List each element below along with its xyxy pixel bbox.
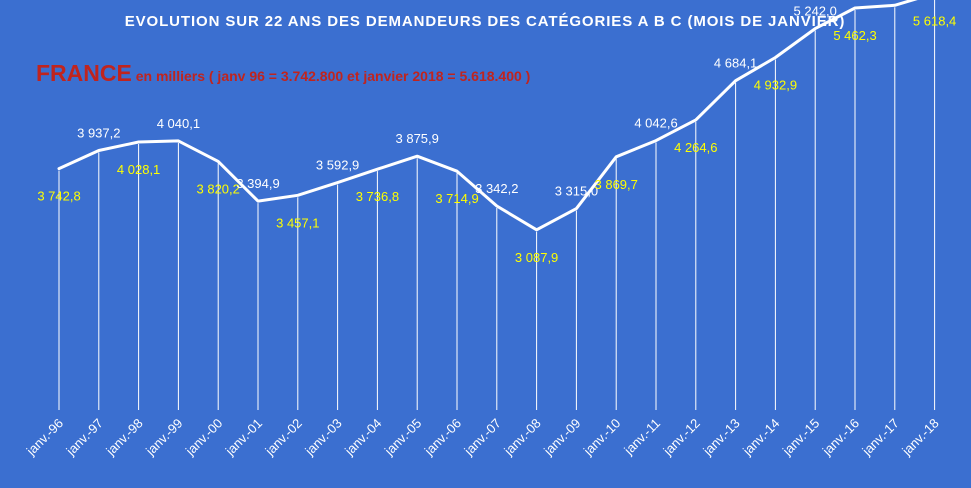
x-axis-ticks: janv.-96janv.-97janv.-98janv.-99janv.-00… — [23, 416, 942, 459]
x-tick-label: janv.-11 — [620, 416, 663, 459]
data-label: 3 342,2 — [475, 181, 518, 196]
x-tick-label: janv.-17 — [859, 416, 902, 459]
data-label: 3 394,9 — [236, 176, 279, 191]
data-label: 3 592,9 — [316, 158, 359, 173]
data-label: 3 457,1 — [276, 215, 319, 230]
data-label: 3 714,9 — [435, 191, 478, 206]
x-tick-label: janv.-02 — [262, 416, 305, 459]
x-tick-label: janv.-13 — [699, 416, 742, 459]
data-label: 5 618,4 — [913, 13, 956, 28]
data-label: 3 820,2 — [197, 181, 240, 196]
x-tick-label: janv.-18 — [898, 416, 941, 459]
x-tick-label: janv.-98 — [102, 416, 145, 459]
x-tick-label: janv.-05 — [381, 416, 424, 459]
x-tick-label: janv.-01 — [222, 416, 265, 459]
data-label: 4 684,1 — [714, 56, 757, 71]
x-tick-label: janv.-07 — [461, 416, 504, 459]
data-label: 4 932,9 — [754, 77, 797, 92]
data-label: 5 462,3 — [833, 28, 876, 43]
data-label: 3 315,0 — [555, 184, 598, 199]
data-label: 4 264,6 — [674, 140, 717, 155]
x-tick-label: janv.-08 — [500, 416, 543, 459]
data-label: 3 087,9 — [515, 250, 558, 265]
drop-lines — [58, 0, 936, 410]
x-tick-label: janv.-00 — [182, 416, 225, 459]
x-tick-label: janv.-04 — [341, 416, 384, 459]
x-tick-label: janv.-97 — [63, 416, 106, 459]
chart-subtitle: FRANCE en milliers ( janv 96 = 3.742.800… — [36, 60, 530, 86]
data-label: 3 937,2 — [77, 125, 120, 140]
x-tick-label: janv.-06 — [421, 416, 464, 459]
data-label: 3 742,8 — [37, 189, 80, 204]
x-tick-label: janv.-14 — [739, 416, 782, 459]
x-tick-label: janv.-12 — [660, 416, 703, 459]
x-tick-label: janv.-99 — [142, 416, 185, 459]
data-label: 3 875,9 — [396, 131, 439, 146]
x-tick-label: janv.-16 — [819, 416, 862, 459]
data-label: 4 040,1 — [157, 116, 200, 131]
x-tick-label: janv.-15 — [779, 416, 822, 459]
x-tick-label: janv.-96 — [23, 416, 66, 459]
data-label: 4 042,6 — [634, 116, 677, 131]
subtitle-details: en milliers ( janv 96 = 3.742.800 et jan… — [132, 68, 531, 84]
subtitle-country: FRANCE — [36, 60, 132, 86]
data-label: 5 242,0 — [794, 4, 837, 19]
series-line — [57, 0, 918, 232]
chart-title: EVOLUTION SUR 22 ANS DES DEMANDEURS DES … — [125, 13, 846, 30]
data-labels: 3 742,8 3 937,2 4 028,1 4 040,1 3 820,23 394… — [37, 4, 956, 265]
data-label: 3 869,7 — [595, 177, 638, 192]
x-tick-label: janv.-10 — [580, 416, 623, 459]
data-label: 3 736,8 — [356, 189, 399, 204]
x-tick-label: janv.-09 — [540, 416, 583, 459]
data-label: 4 028,1 — [117, 162, 160, 177]
x-tick-label: janv.-03 — [301, 416, 344, 459]
